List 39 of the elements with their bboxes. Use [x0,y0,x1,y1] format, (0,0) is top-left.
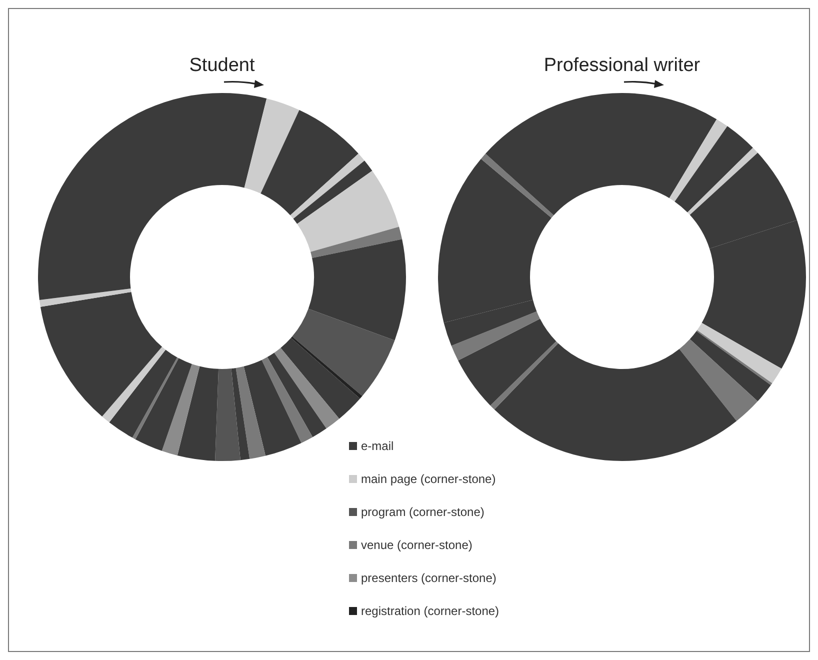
donut-slice [451,311,540,361]
chart-title: Professional writer [542,55,702,77]
donut-slice [293,160,372,224]
category-label: presenters (corner-stone) [361,571,496,585]
donut-slice [244,98,300,194]
donut-slice [244,360,302,456]
donut-slice [297,170,400,252]
donut-slice [679,339,758,421]
donut-slice [231,368,250,460]
category-label: registration (corner-stone) [361,604,500,618]
donut-slice [292,308,395,396]
donut-slice [291,336,362,399]
donut-slice [674,126,753,212]
donut-slice [687,148,758,215]
donut-slice [177,366,219,461]
category-label: venue (corner-stone) [361,538,472,552]
donut-slice [458,318,556,406]
donut-slice [690,331,771,402]
donut-slice [697,322,782,384]
category-label: main page (corner-stone) [361,472,496,486]
donut-slice [215,368,240,461]
donut-slice [162,364,200,456]
donut-slice [480,154,554,218]
donut-slice [132,357,179,440]
donut-slice [260,110,358,216]
donut-slice [267,352,326,438]
donut-slice [494,343,737,461]
donut-slice [109,350,178,438]
category-label: program (corner-stone) [361,505,484,519]
donut-slice [669,119,728,202]
category-label: e-mail [361,439,394,453]
donut-slice [696,330,772,386]
chart-title: Student [188,55,256,77]
donut-slice [274,348,340,429]
donut-slice [490,341,558,410]
donut-slice [39,288,132,307]
donut-slice [40,292,162,417]
donut-slice [308,239,406,340]
donut-slice [236,366,266,459]
